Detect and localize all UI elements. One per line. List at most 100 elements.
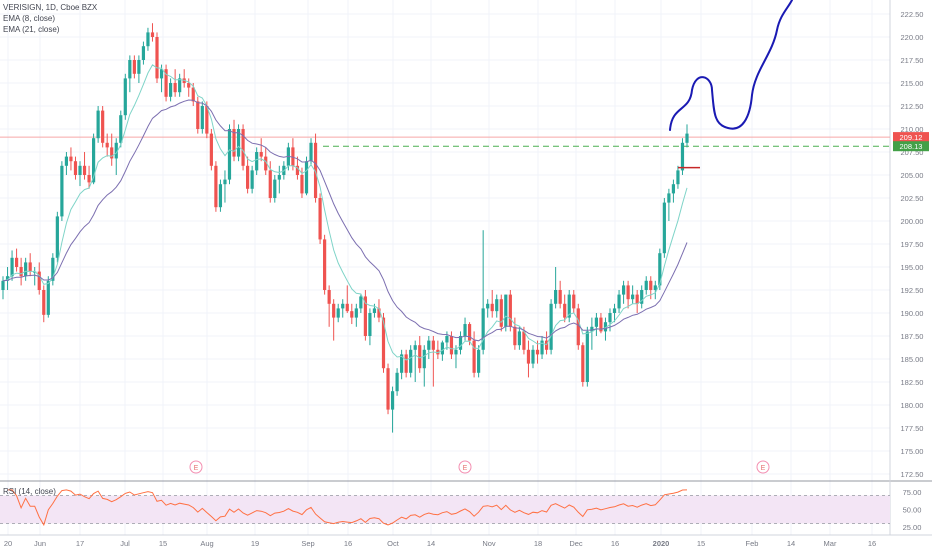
candle-body	[649, 280, 653, 290]
price-tick-label: 210.00	[901, 125, 924, 134]
candle-body	[640, 290, 644, 304]
candle-body	[309, 142, 313, 162]
price-tick-label: 172.50	[901, 470, 924, 479]
time-tick-label: Mar	[824, 539, 837, 548]
candle-body	[255, 152, 259, 171]
candle-body	[581, 345, 585, 382]
candle-body	[585, 331, 589, 382]
candle-body	[458, 336, 463, 350]
candle-body	[313, 142, 318, 198]
candle-body	[250, 170, 254, 189]
candle-body	[499, 299, 503, 327]
price-tick-label: 192.50	[901, 286, 924, 295]
price-tick-label: 180.00	[901, 401, 924, 410]
candle-body	[60, 165, 64, 217]
candle-body	[612, 308, 617, 313]
time-tick-label: 14	[787, 539, 795, 548]
current-price-tag	[893, 132, 929, 143]
price-tick-label: 217.50	[901, 56, 924, 65]
candle-body	[572, 294, 576, 309]
candle-body	[531, 349, 535, 364]
ema21-legend[interactable]: EMA (21, close)	[3, 25, 60, 34]
drawing-projection-line	[669, 0, 793, 131]
candle-body	[214, 165, 218, 208]
rsi-tick-label: 50.00	[903, 506, 922, 515]
candle-body	[178, 78, 182, 93]
time-tick-label: 15	[159, 539, 167, 548]
ema8-legend[interactable]: EMA (8, close)	[3, 14, 56, 23]
candle-body	[191, 87, 195, 102]
candle-body	[55, 216, 59, 258]
price-tick-label: 212.50	[901, 102, 924, 111]
candle-body	[304, 161, 309, 194]
candle-body	[291, 147, 295, 166]
candle-body	[368, 313, 372, 336]
candle-body	[635, 294, 639, 304]
rsi-tick-label: 75.00	[903, 488, 922, 497]
price-tick-label: 195.00	[901, 263, 924, 272]
candle-body	[372, 308, 377, 313]
price-tick-label: 175.00	[901, 447, 924, 456]
candle-body	[626, 285, 630, 300]
candle-body	[159, 69, 164, 79]
candle-body	[332, 303, 336, 318]
candle-body	[449, 336, 454, 355]
earnings-marker-label: E	[761, 465, 766, 472]
price-tick-label: 187.50	[901, 332, 924, 341]
candle-body	[341, 303, 345, 309]
candle-body	[427, 340, 431, 350]
time-tick-label: Jul	[120, 539, 130, 548]
candle-body	[327, 290, 331, 304]
candle-body	[1, 280, 5, 290]
candle-body	[300, 175, 304, 194]
candle-body	[123, 78, 127, 116]
candle-body	[590, 326, 594, 332]
candle-body	[150, 32, 155, 37]
candle-body	[336, 308, 340, 318]
rsi-tick-label: 25.00	[903, 523, 922, 532]
price-tick-label: 222.50	[901, 10, 924, 19]
earnings-marker	[458, 460, 472, 474]
candle-body	[259, 152, 263, 157]
candle-body	[141, 46, 146, 60]
candle-body	[540, 340, 544, 355]
rsi-legend[interactable]: RSI (14, close)	[3, 487, 56, 496]
rsi-line	[7, 489, 688, 527]
candle-body	[28, 262, 32, 272]
candle-body	[685, 133, 689, 143]
candle-body	[504, 294, 508, 327]
candle-body	[563, 303, 567, 318]
time-tick-label: 18	[534, 539, 542, 548]
price-tick-label: 205.00	[901, 171, 924, 180]
candle-body	[631, 294, 635, 300]
time-tick-label: 16	[344, 539, 352, 548]
candle-body	[69, 156, 73, 162]
candle-body	[78, 165, 82, 175]
candle-body	[264, 156, 268, 171]
candle-body	[132, 60, 136, 74]
candle-body	[667, 193, 671, 203]
candle-body	[64, 156, 69, 166]
candle-body	[205, 106, 209, 134]
candle-body	[114, 142, 118, 159]
candle-body	[603, 322, 608, 332]
candle-body	[169, 83, 173, 97]
candle-body	[413, 345, 417, 350]
time-tick-label: 20	[4, 539, 12, 548]
candle-body	[105, 142, 109, 148]
price-tick-label: 185.00	[901, 355, 924, 364]
candle-body	[513, 326, 517, 346]
candle-body	[617, 294, 621, 309]
candle-body	[24, 262, 28, 277]
candle-body	[96, 110, 100, 139]
candle-body	[386, 368, 390, 410]
time-tick-label: Oct	[387, 539, 400, 548]
candle-body	[400, 354, 404, 373]
candle-body	[477, 349, 481, 373]
candle-body	[209, 133, 213, 166]
price-tick-label: 207.50	[901, 148, 924, 157]
candle-body	[187, 83, 191, 88]
time-tick-label: 14	[427, 539, 435, 548]
candle-body	[522, 331, 526, 350]
symbol-legend[interactable]: VERISIGN, 1D, Cboe BZX	[3, 3, 98, 12]
